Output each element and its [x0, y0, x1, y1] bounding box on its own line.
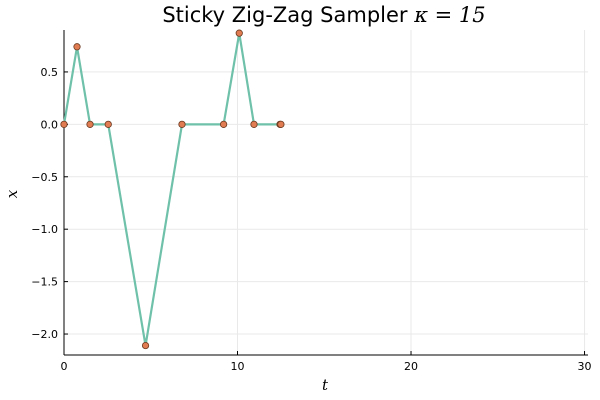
x-tick-label: 0	[61, 360, 68, 373]
data-point	[220, 120, 228, 128]
data-point	[86, 120, 94, 128]
y-tick-label: −1.5	[31, 276, 58, 289]
chart-title-math: κ = 15	[413, 3, 485, 27]
data-point	[104, 120, 112, 128]
y-tick-label: −1.0	[31, 223, 58, 236]
data-point	[178, 120, 186, 128]
x-tick-label: 30	[578, 360, 592, 373]
grid	[63, 30, 588, 355]
x-tick-label: 20	[404, 360, 418, 373]
y-axis-label: x	[3, 189, 21, 198]
data-point	[277, 120, 285, 128]
labels: Sticky Zig-Zag Sampler κ = 15 t x	[3, 3, 486, 394]
y-tick-label: 0.5	[41, 66, 59, 79]
series-line	[62, 32, 282, 347]
x-tick-label: 10	[231, 360, 245, 373]
axes: 0 10 20 30 0.5 0.0 −0.5 −1.0 −1.5 −2.0	[31, 30, 592, 373]
y-tick-label: −0.5	[31, 171, 58, 184]
x-axis-label: t	[322, 376, 329, 394]
data-point	[250, 120, 258, 128]
data-point	[73, 43, 81, 51]
chart-title: Sticky Zig-Zag Sampler κ = 15	[162, 3, 485, 27]
y-tick-label: 0.0	[41, 118, 59, 131]
series	[60, 29, 285, 350]
chart-title-text: Sticky Zig-Zag Sampler	[162, 3, 414, 27]
y-tick-label: −2.0	[31, 328, 58, 341]
data-point	[60, 120, 68, 128]
data-point	[141, 341, 150, 350]
data-point	[235, 29, 243, 37]
